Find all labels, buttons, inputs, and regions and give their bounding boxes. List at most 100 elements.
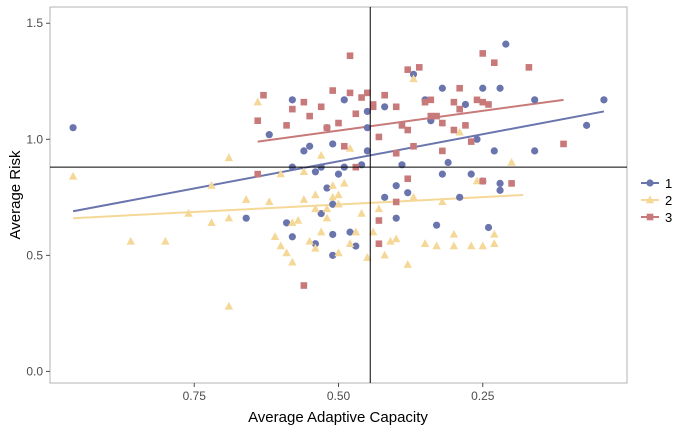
data-point-series-1: [381, 193, 389, 201]
data-point-series-1: [381, 103, 389, 111]
data-point-series-2: [455, 127, 464, 136]
data-point-series-3: [375, 217, 383, 224]
data-point-series-2: [334, 199, 343, 208]
data-point-series-1: [490, 147, 498, 155]
legend: 1 2 3: [641, 176, 672, 225]
data-point-series-2: [316, 227, 326, 236]
data-point-series-3: [508, 180, 515, 187]
data-point-series-3: [404, 175, 412, 183]
data-point-series-2: [449, 241, 459, 250]
legend-item-1: 1: [641, 176, 672, 191]
data-point-series-3: [323, 124, 331, 131]
trend-line-series-3: [257, 98, 564, 143]
data-point-series-2: [490, 229, 499, 238]
data-point-series-2: [467, 241, 476, 250]
reference-lines: [50, 7, 627, 383]
y-tick-label: 0.0: [26, 364, 43, 378]
data-point-series-2: [363, 253, 372, 261]
data-point-series-3: [404, 126, 412, 134]
data-point-series-3: [427, 112, 435, 120]
data-point-series-3: [433, 112, 440, 120]
data-point-series-2: [224, 301, 234, 310]
data-point-series-3: [439, 119, 446, 127]
data-point-series-3: [300, 282, 308, 289]
data-point-series-3: [289, 105, 296, 113]
data-point-series-2: [490, 239, 499, 247]
data-point-series-1: [288, 96, 296, 104]
data-point-series-3: [467, 138, 475, 145]
data-point-series-2: [270, 232, 280, 240]
data-point-series-1: [496, 84, 504, 92]
data-point-series-1: [467, 170, 475, 178]
x-tick-label: 0.50: [327, 389, 351, 403]
data-point-series-3: [375, 240, 383, 248]
data-point-series-1: [432, 221, 441, 229]
data-point-series-1: [288, 233, 296, 241]
data-point-series-3: [439, 147, 446, 155]
data-point-series-3: [427, 96, 435, 104]
data-point-series-2: [241, 195, 251, 203]
data-point-series-1: [531, 96, 539, 104]
data-point-series-2: [322, 213, 332, 222]
y-tick-label: 0.5: [26, 248, 43, 262]
data-point-series-1: [282, 219, 291, 227]
y-tick-label: 1.5: [26, 16, 43, 30]
data-point-series-3: [398, 122, 406, 129]
data-point-series-3: [254, 170, 262, 178]
data-point-series-2: [368, 227, 378, 236]
data-point-series-3: [415, 64, 423, 71]
trend-lines: [72, 98, 605, 220]
data-point-series-2: [311, 243, 320, 252]
data-point-series-2: [374, 204, 384, 213]
data-point-series-2: [328, 192, 337, 201]
data-point-series-2: [311, 190, 320, 199]
data-point-series-2: [380, 250, 389, 259]
data-point-series-1: [346, 228, 354, 236]
y-axis: 0.0 0.5 1.0 1.5: [26, 16, 50, 378]
data-point-series-1: [496, 179, 504, 187]
data-point-series-2: [328, 181, 337, 189]
legend-label: 1: [665, 176, 672, 191]
data-points: [68, 40, 608, 310]
data-point-series-2: [265, 197, 274, 206]
x-axis: 0.75 0.50 0.25: [183, 383, 495, 403]
data-point-series-1: [300, 147, 308, 155]
data-point-series-1: [496, 186, 504, 194]
data-point-series-3: [485, 101, 492, 108]
y-axis-title: Average Risk: [7, 150, 24, 239]
data-point-series-3: [479, 177, 487, 185]
data-point-series-3: [392, 149, 400, 157]
data-point-series-1: [329, 200, 337, 208]
data-point-series-3: [375, 133, 383, 141]
data-point-series-1: [334, 170, 343, 178]
data-point-series-2: [288, 218, 297, 227]
legend-label: 3: [665, 210, 672, 225]
data-point-series-2: [161, 236, 170, 245]
data-point-series-2: [276, 241, 285, 250]
data-point-series-1: [456, 193, 464, 201]
data-point-series-1: [363, 124, 371, 132]
data-point-series-3: [369, 101, 377, 108]
data-point-series-1: [329, 251, 337, 259]
x-axis-title: Average Adaptive Capacity: [248, 409, 428, 426]
data-point-series-3: [283, 122, 290, 129]
data-point-series-1: [502, 40, 510, 48]
data-point-series-2: [472, 176, 482, 185]
data-point-series-2: [253, 97, 262, 106]
data-point-series-1: [242, 214, 250, 222]
data-point-series-2: [409, 74, 418, 83]
data-point-series-3: [392, 103, 400, 111]
data-point-series-3: [410, 142, 417, 150]
data-point-series-2: [403, 260, 412, 268]
data-point-series-2: [357, 208, 366, 217]
data-point-series-1: [438, 170, 446, 178]
data-point-series-2: [432, 241, 441, 250]
data-point-series-3: [364, 89, 371, 97]
x-tick-label: 0.25: [471, 389, 495, 403]
data-point-series-2: [305, 236, 314, 245]
data-point-series-1: [363, 107, 371, 116]
data-point-series-3: [525, 64, 533, 71]
trend-line-series-2: [73, 194, 524, 220]
data-point-series-3: [392, 198, 400, 206]
data-point-series-2: [507, 157, 516, 166]
